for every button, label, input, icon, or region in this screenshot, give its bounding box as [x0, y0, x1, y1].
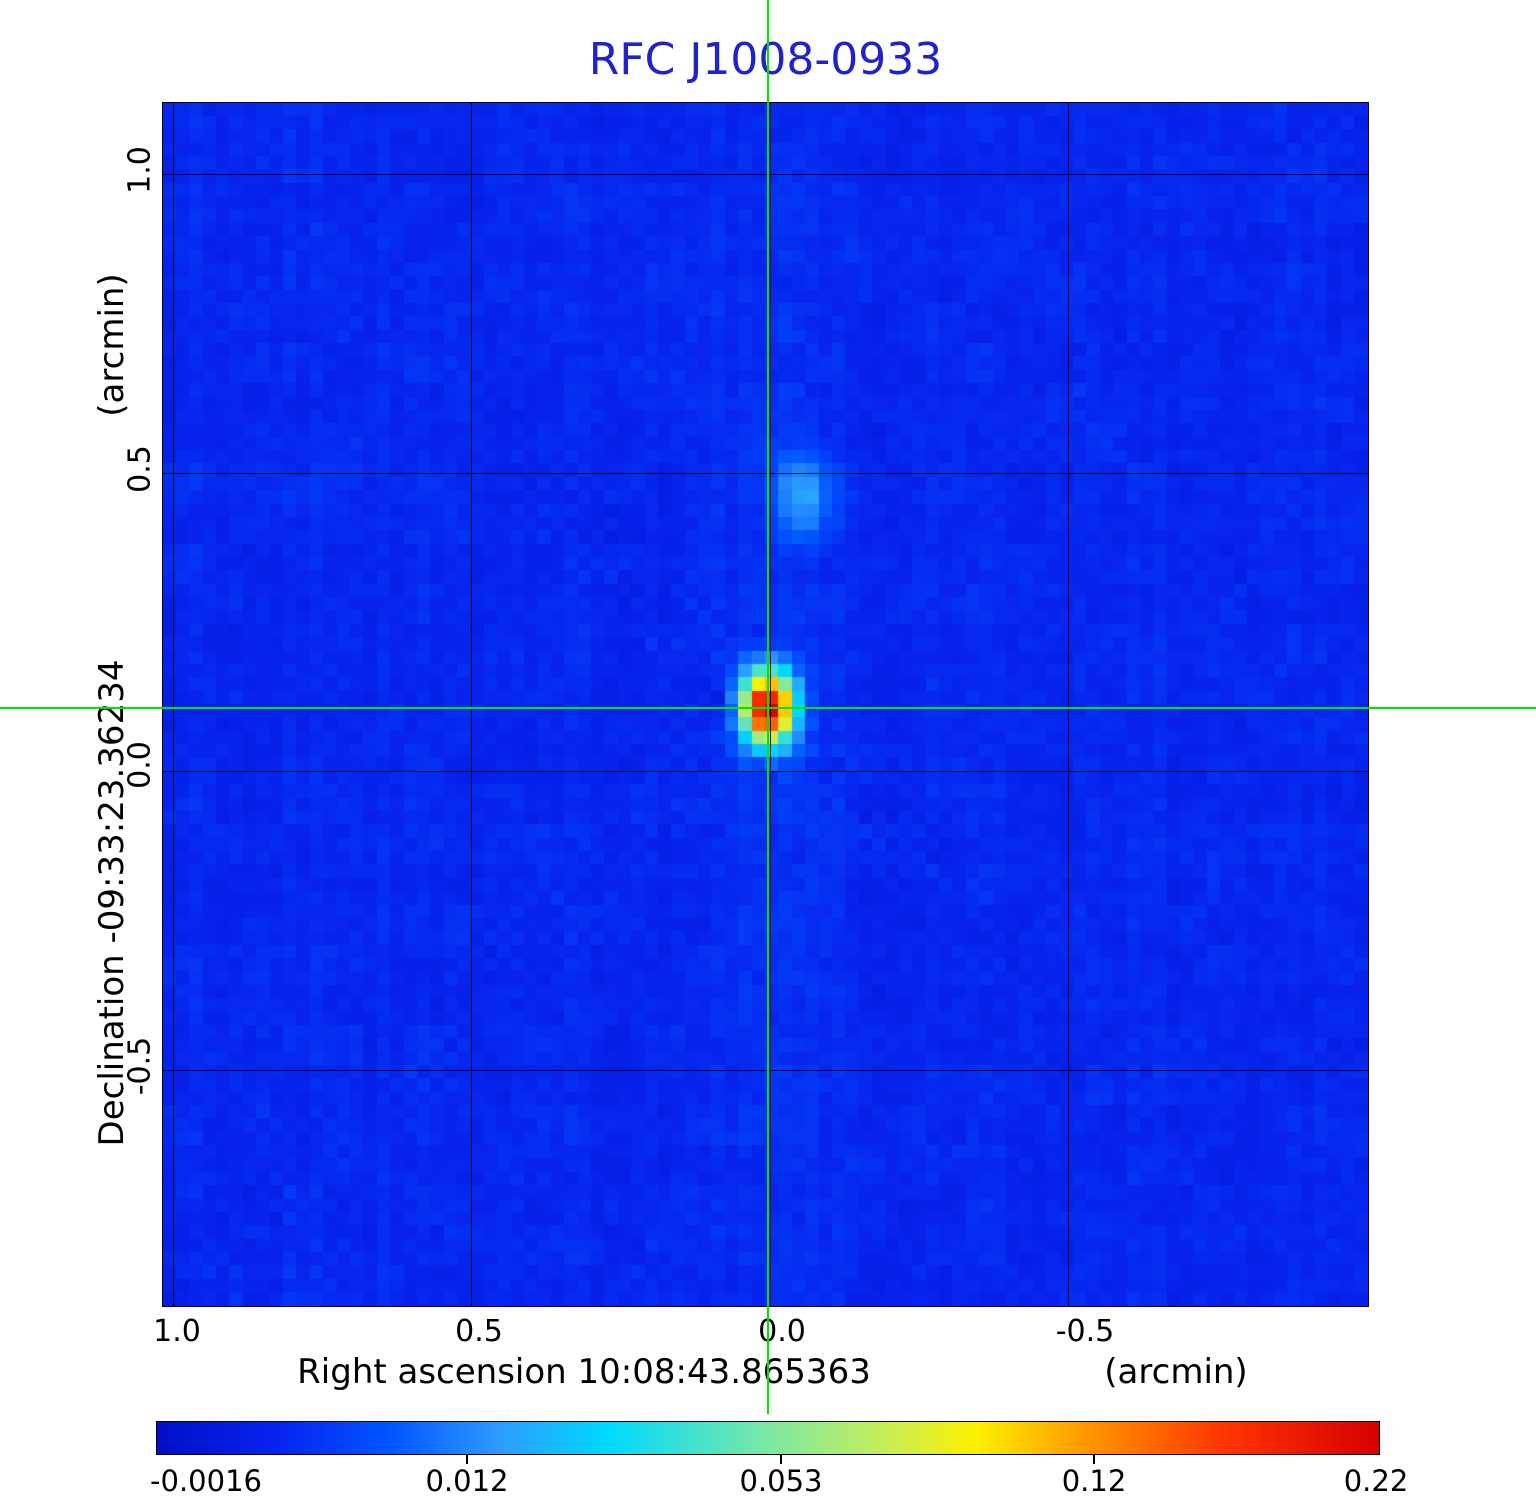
- y-axis-unit-label: (arcmin): [92, 273, 132, 417]
- colorbar-label-4: 0.12: [1061, 1464, 1127, 1498]
- gridline-vertical--0.5: [1068, 103, 1069, 1306]
- colorbar-label-min: -0.0016: [150, 1464, 262, 1498]
- colorbar-label-3: 0.053: [739, 1464, 823, 1498]
- x-tick-label-1.0: 1.0: [153, 1314, 201, 1349]
- colorbar-label-max: 0.22: [1343, 1464, 1409, 1498]
- y-tick-label: 1.0: [122, 146, 158, 194]
- y-tick-label: 0.0: [122, 741, 158, 789]
- x-tick-label--0.5: -0.5: [1055, 1314, 1115, 1349]
- sky-map-plot-area: [162, 102, 1369, 1307]
- colorbar-tick-0.12: [1093, 1455, 1095, 1464]
- gridline-vertical-1.0: [173, 103, 174, 1306]
- gridline-vertical-0.5: [471, 103, 472, 1306]
- gridline-horizontal-1.0: [163, 174, 1368, 175]
- x-axis-unit-label: (arcmin): [1104, 1352, 1248, 1392]
- x-tick-label-0.0: 0.0: [758, 1314, 806, 1349]
- y-tick-label: 0.5: [122, 445, 158, 493]
- colorbar-gradient: [156, 1421, 1380, 1455]
- x-tick-label-0.5: 0.5: [455, 1314, 503, 1349]
- crosshair-horizontal-line: [0, 707, 1536, 709]
- gridline-horizontal-0.0: [163, 771, 1368, 772]
- sky-map-canvas: [163, 103, 1368, 1306]
- gridline-vertical-0.0: [770, 103, 771, 1306]
- figure-title: RFC J1008-0933: [588, 34, 943, 85]
- colorbar-tick-0.053: [780, 1455, 782, 1464]
- colorbar-label-2: 0.012: [425, 1464, 509, 1498]
- x-axis-title: Right ascension 10:08:43.865363: [297, 1352, 871, 1392]
- gridline-horizontal--0.5: [163, 1070, 1368, 1071]
- colorbar-tick-0.012: [466, 1455, 468, 1464]
- y-tick-label: -0.5: [122, 1036, 158, 1096]
- gridline-horizontal-0.5: [163, 473, 1368, 474]
